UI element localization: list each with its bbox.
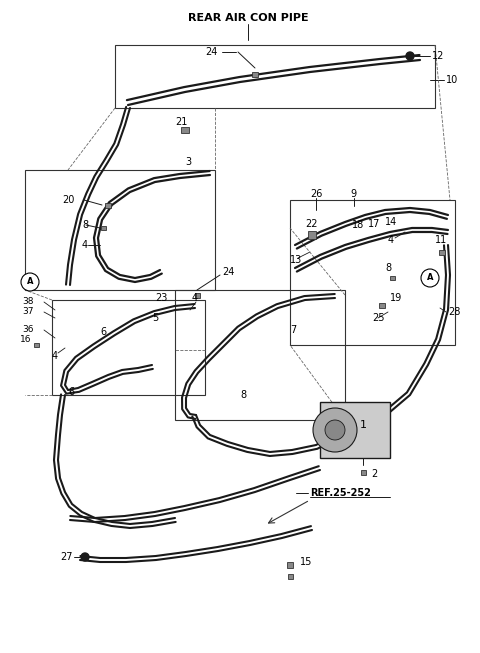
Text: 21: 21	[175, 117, 187, 127]
Text: 17: 17	[368, 219, 380, 229]
Text: 7: 7	[290, 325, 296, 335]
Bar	[25, 170, 215, 290]
Bar	[439, 249, 445, 255]
Text: 8: 8	[240, 390, 246, 400]
Bar	[252, 71, 258, 76]
Bar	[34, 343, 38, 347]
Text: 22: 22	[305, 219, 317, 229]
Text: 15: 15	[300, 557, 312, 567]
Text: REAR AIR CON PIPE: REAR AIR CON PIPE	[188, 13, 308, 23]
Bar	[105, 202, 111, 208]
Text: 2: 2	[371, 469, 377, 479]
Text: 14: 14	[385, 217, 397, 227]
Bar	[287, 562, 293, 568]
Text: 1: 1	[360, 420, 367, 430]
Text: 4: 4	[82, 240, 88, 250]
Bar	[175, 290, 345, 420]
Text: 28: 28	[448, 307, 460, 317]
Bar	[290, 200, 455, 345]
Text: 18: 18	[352, 220, 364, 230]
Text: 24: 24	[222, 267, 234, 277]
Bar	[52, 300, 205, 395]
Text: 4: 4	[52, 351, 58, 361]
Text: 6: 6	[100, 327, 106, 337]
Bar	[389, 276, 395, 280]
Text: 25: 25	[372, 313, 384, 323]
Text: 36: 36	[22, 325, 34, 334]
Bar	[181, 127, 189, 133]
Text: 27: 27	[60, 552, 72, 562]
Text: 10: 10	[446, 75, 458, 85]
Text: 19: 19	[390, 293, 402, 303]
Bar	[379, 302, 385, 308]
Text: 5: 5	[152, 313, 158, 323]
Text: A: A	[27, 278, 33, 287]
Circle shape	[81, 553, 89, 561]
Text: 9: 9	[350, 189, 356, 199]
Text: A: A	[427, 274, 433, 283]
Bar	[100, 226, 106, 230]
Bar	[308, 231, 316, 239]
Circle shape	[406, 52, 414, 60]
Circle shape	[325, 420, 345, 440]
Bar	[194, 293, 200, 298]
Text: 6: 6	[68, 387, 74, 397]
Text: 26: 26	[310, 189, 323, 199]
Text: 16: 16	[20, 336, 32, 345]
Text: 13: 13	[290, 255, 302, 265]
Text: 24: 24	[205, 47, 217, 57]
Text: 20: 20	[62, 195, 74, 205]
Bar	[320, 402, 390, 458]
Bar	[288, 573, 292, 579]
Text: 4: 4	[388, 235, 394, 245]
Circle shape	[421, 269, 439, 287]
Text: 11: 11	[435, 235, 447, 245]
Text: 8: 8	[82, 220, 88, 230]
Text: 8: 8	[385, 263, 391, 273]
Circle shape	[21, 273, 39, 291]
Text: 4: 4	[192, 293, 198, 303]
Text: REF.25-252: REF.25-252	[310, 488, 371, 498]
Circle shape	[313, 408, 357, 452]
Text: 3: 3	[185, 157, 191, 167]
Text: 38: 38	[22, 298, 34, 306]
Text: 12: 12	[432, 51, 444, 61]
Text: 37: 37	[22, 308, 34, 317]
Bar	[360, 470, 365, 475]
Text: 23: 23	[155, 293, 168, 303]
